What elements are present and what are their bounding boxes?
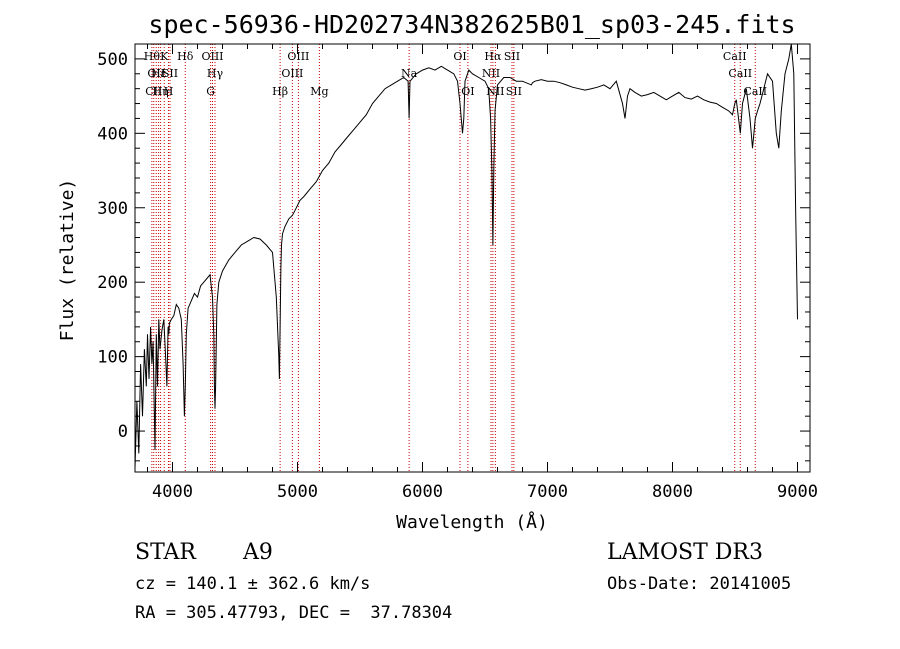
line-label: Hβ [272, 85, 288, 98]
line-label: G [206, 85, 215, 98]
object-subclass: A9 [243, 540, 273, 565]
line-label: K [160, 50, 169, 63]
x-tick-label: 5000 [277, 482, 318, 502]
x-tick-label: 6000 [402, 482, 443, 502]
chart-title: spec-56936-HD202734N382625B01_sp03-245.f… [148, 10, 795, 39]
y-tick-label: 300 [97, 199, 128, 219]
line-label: OIII [201, 50, 223, 63]
emission-line-labels: HθOIICIIHεHηKHSIIHδGOIIIHγHβOIIIOIIIMgNa… [144, 50, 767, 98]
line-label: Hη [153, 85, 169, 98]
line-label: CaII [743, 85, 767, 98]
line-label: Hγ [207, 67, 224, 80]
y-tick-label: 0 [118, 422, 128, 442]
line-label: OI [453, 50, 466, 63]
line-label: CaII [728, 67, 752, 80]
y-axis-ticks: 0 100 200 300 400 500 [97, 43, 810, 462]
object-class: STAR [135, 540, 196, 565]
line-label: NII [486, 85, 504, 98]
x-axis-ticks: 4000 5000 6000 7000 8000 9000 [147, 44, 818, 502]
line-label: SII [162, 67, 178, 80]
line-label: SII [506, 85, 522, 98]
x-tick-label: 4000 [152, 482, 193, 502]
line-label: SII [504, 50, 520, 63]
observation-date: Obs-Date: 20141005 [607, 574, 792, 594]
x-tick-label: 7000 [527, 482, 568, 502]
line-label: H [164, 85, 174, 98]
line-label: OIII [281, 67, 303, 80]
y-tick-label: 100 [97, 348, 128, 368]
line-label: CaII [723, 50, 747, 63]
y-tick-label: 400 [97, 124, 128, 144]
x-tick-label: 8000 [652, 482, 693, 502]
y-axis-label: Flux (relative) [57, 179, 78, 342]
line-label: OII [147, 67, 165, 80]
x-axis-label: Wavelength (Å) [396, 511, 548, 533]
line-label: Hε [151, 67, 167, 80]
survey-name: LAMOST DR3 [607, 540, 763, 565]
y-tick-label: 500 [97, 50, 128, 70]
plot-frame [134, 43, 811, 473]
y-tick-label: 200 [97, 273, 128, 293]
emission-line-markers [151, 44, 756, 472]
line-label: Hθ [144, 50, 161, 63]
x-tick-label: 9000 [777, 482, 818, 502]
coordinates: RA = 305.47793, DEC = 37.78304 [135, 603, 453, 623]
line-label: Hα [484, 50, 502, 63]
spectrum-line [134, 43, 798, 469]
line-label: NII [482, 67, 500, 80]
line-label: OI [461, 85, 474, 98]
redshift-cz: cz = 140.1 ± 362.6 km/s [135, 574, 371, 594]
line-label: OIII [287, 50, 309, 63]
line-label: Mg [310, 85, 328, 98]
line-label: Hδ [177, 50, 194, 63]
line-label: CII [145, 85, 162, 98]
